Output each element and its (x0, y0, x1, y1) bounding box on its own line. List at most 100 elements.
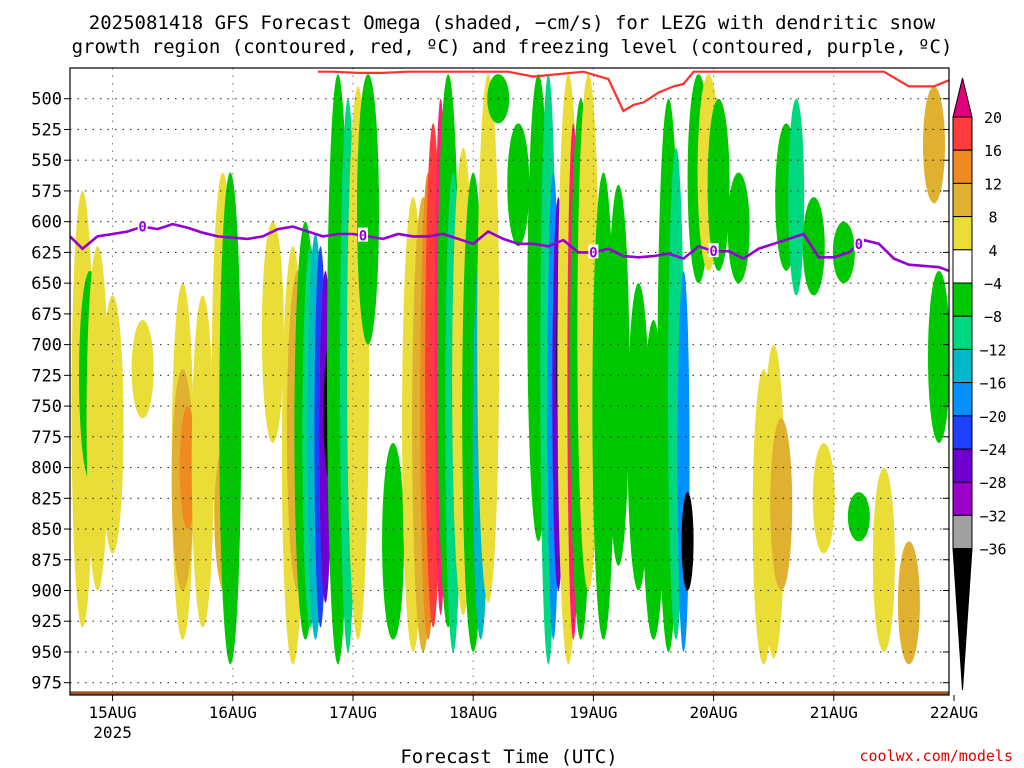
y-tick-label: 575 (31, 182, 62, 202)
contour-label-bg (588, 244, 599, 259)
shading-blob (707, 98, 730, 271)
shading-blob (922, 86, 945, 204)
chart-title: 2025081418 GFS Forecast Omega (shaded, −… (72, 12, 953, 58)
colorbar-label: 8 (988, 209, 997, 227)
colorbar-label: 4 (988, 242, 997, 260)
colorbar-label: −20 (979, 408, 1006, 426)
colorbar-label: −24 (979, 441, 1006, 459)
shading-blob (191, 295, 214, 628)
shading-blob (357, 74, 380, 345)
shading-blob (677, 270, 690, 652)
freezing-level-contour-label: 0 (138, 220, 146, 236)
colorbar-swatch (952, 182, 973, 218)
y-tick-label: 550 (31, 151, 62, 171)
colorbar-swatch (952, 514, 973, 550)
freezing-level-contour-label: 0 (589, 245, 597, 261)
colorbar-bottom-arrow (952, 548, 973, 691)
colorbar-swatch (952, 216, 973, 251)
colorbar-swatch (952, 448, 973, 483)
colorbar-label: −32 (979, 507, 1006, 525)
contour-label-bg (358, 227, 368, 242)
shading-blob (847, 492, 870, 542)
shading-blob (219, 172, 242, 665)
x-tick-label: 15AUG (88, 703, 136, 722)
shading-blob (261, 221, 284, 443)
y-tick-label: 650 (31, 274, 62, 294)
plot-frame (69, 67, 950, 696)
colorbar-swatch (952, 116, 973, 151)
freezing-level-contour-label: 0 (359, 229, 367, 245)
title-line-2: growth region (contoured, red, ºC) and f… (72, 36, 953, 58)
colorbar-top-arrow (952, 77, 973, 118)
colorbar-swatch (952, 415, 973, 450)
shading-blob (897, 541, 920, 665)
shading-blob (727, 172, 750, 284)
y-axis: 500 525 550 575 600 625 650 675 700 725 750 775 800 8… (31, 90, 949, 694)
shading-blob (812, 442, 835, 554)
terrain (70, 691, 949, 695)
y-tick-label: 625 (31, 243, 62, 263)
x-tick-label: 20AUG (690, 703, 738, 722)
y-tick-label: 725 (31, 366, 62, 386)
freezing-level-contour-label: 0 (855, 237, 863, 253)
dgz-contour-line (317, 70, 949, 113)
y-tick-label: 750 (31, 397, 62, 417)
colorbar-label: −36 (979, 541, 1006, 559)
y-tick-label: 900 (31, 582, 62, 602)
contour-label-bg (137, 218, 148, 233)
title-line-1: 2025081418 GFS Forecast Omega (shaded, −… (89, 12, 936, 34)
shading-blob (681, 492, 694, 591)
colorbar-label: 16 (984, 142, 1002, 160)
x-tick-label: 17AUG (329, 703, 377, 722)
omega-shading (71, 74, 949, 665)
colorbar-label: 20 (984, 109, 1002, 127)
colorbar-swatch (952, 282, 973, 317)
freezing-level-contour-label: 0 (709, 244, 717, 260)
colorbar-label: −4 (984, 275, 1002, 293)
colorbar-label: −28 (979, 474, 1006, 492)
y-tick-label: 800 (31, 459, 62, 479)
y-tick-label: 975 (31, 674, 62, 694)
y-tick-label: 825 (31, 489, 62, 509)
terrain-band (70, 691, 949, 695)
shading-blob (477, 74, 500, 603)
colorbar-swatch (952, 348, 973, 384)
shading-blob (382, 442, 405, 640)
x-tick-label: 16AUG (209, 703, 257, 722)
shading-blob (927, 270, 949, 443)
x-axis-label: Forecast Time (UTC) (400, 746, 617, 768)
y-tick-label: 700 (31, 336, 62, 356)
y-tick-label: 875 (31, 551, 62, 571)
shading-blob (101, 295, 124, 554)
colorbar-swatch (952, 249, 973, 284)
colorbar: 20 16 12 8 4 −4 −8 −12 −16 −20 −24 −28 −32 −36 (952, 77, 1007, 691)
y-tick-label: 600 (31, 213, 62, 233)
shading-blob (770, 418, 793, 591)
credit-label: coolwx.com/models (859, 747, 1013, 765)
colorbar-swatch (952, 315, 973, 350)
x-tick-sublabel: 2025 (93, 723, 132, 742)
x-tick-label: 22AUG (930, 703, 978, 722)
y-tick-label: 775 (31, 428, 62, 448)
colorbar-label: 12 (984, 175, 1002, 193)
contour-lines: 0 0 0 0 0 (70, 70, 949, 273)
freezing-level-line (70, 222, 949, 273)
colorbar-label: −16 (979, 375, 1006, 393)
shading-blob (131, 320, 154, 419)
y-tick-label: 950 (31, 643, 62, 663)
shading-blob (872, 467, 895, 652)
shading-blob (507, 123, 530, 247)
y-tick-label: 925 (31, 612, 62, 632)
colorbar-swatch (952, 481, 973, 516)
colorbar-swatch (952, 382, 973, 417)
contour-label-bg (708, 243, 719, 258)
x-tick-label: 18AUG (449, 703, 497, 722)
contour-label-bg (853, 236, 864, 251)
colorbar-swatch (952, 149, 973, 184)
y-tick-label: 500 (31, 90, 62, 110)
x-tick-label: 19AUG (569, 703, 617, 722)
colorbar-label: −12 (979, 341, 1006, 359)
y-tick-label: 675 (31, 305, 62, 325)
